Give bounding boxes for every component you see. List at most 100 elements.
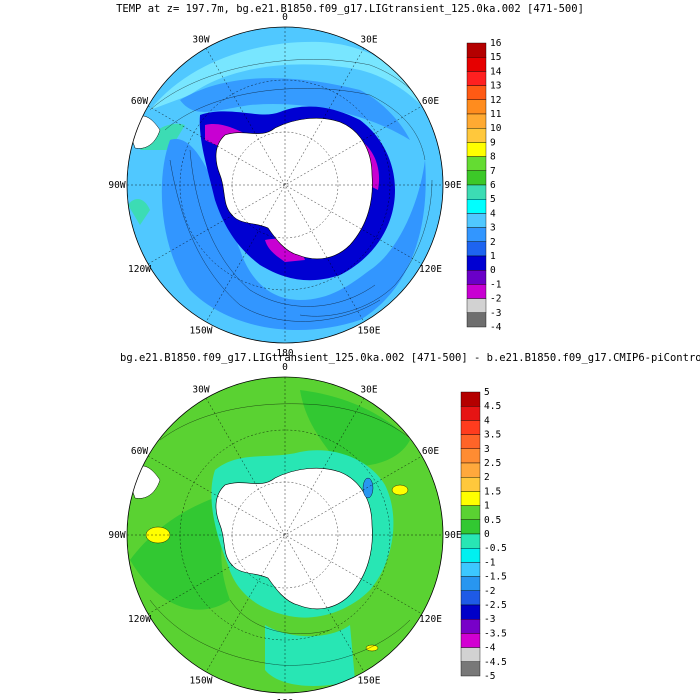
colorbar-tick-label: 3.5 [484, 430, 501, 441]
colorbar-tick-label: 3 [490, 223, 496, 234]
colorbar-swatch [466, 227, 487, 243]
lon-label-30e: 30E [360, 385, 377, 396]
colorbar-tick-label: 2 [490, 237, 496, 248]
colorbar-tick-label: -3 [490, 308, 501, 319]
colorbar-tick-label: -5 [484, 671, 495, 682]
colorbar-tick-label: 1 [484, 501, 490, 512]
colorbar-swatch [460, 505, 481, 521]
colorbar-tick-label: 16 [490, 38, 502, 49]
lon-label-60w: 60W [131, 446, 148, 457]
colorbar-tick-label: 4 [490, 208, 496, 219]
bottom-graticule [127, 377, 443, 693]
colorbar-swatch [466, 127, 487, 143]
colorbar-swatch [460, 448, 481, 464]
colorbar-tick-label: 5 [490, 194, 496, 205]
colorbar-tick-label: -3.5 [484, 628, 507, 639]
lon-label-90w: 90W [108, 180, 125, 191]
colorbar-swatch [460, 391, 481, 407]
colorbar-tick-label: -2 [490, 294, 501, 305]
colorbar-swatch [460, 519, 481, 535]
lon-label-120w: 120W [128, 264, 151, 275]
lon-label-150w: 150W [190, 676, 213, 687]
top-cool-region [161, 139, 426, 330]
colorbar-swatch [466, 270, 487, 285]
colorbar-tick-label: 8 [490, 152, 496, 163]
colorbar-swatch [466, 57, 487, 72]
colorbar-swatch [460, 420, 481, 435]
colorbar-swatch [466, 184, 487, 200]
colorbar-swatch [466, 42, 487, 58]
colorbar-swatch [460, 576, 481, 591]
colorbar-tick-label: 9 [490, 137, 496, 148]
colorbar-tick-label: -1 [484, 557, 496, 568]
colorbar-swatch [460, 633, 481, 648]
colorbar-swatch [460, 604, 481, 620]
colorbar-swatch [466, 213, 487, 228]
colorbar-tick-label: 14 [490, 66, 502, 77]
colorbar-swatch [460, 533, 481, 549]
bottom-warm-patch [145, 526, 171, 544]
lon-label-90e: 90E [444, 530, 461, 541]
lon-label-60w: 60W [131, 96, 148, 107]
bottom-polar-map [126, 376, 444, 694]
colorbar-tick-label: 5 [484, 387, 490, 398]
colorbar-swatch [460, 477, 481, 492]
lon-label-180: 180 [276, 348, 293, 359]
colorbar-swatch [466, 113, 487, 129]
colorbar-swatch [466, 312, 487, 328]
colorbar-tick-label: 1 [490, 251, 496, 262]
lon-label-120w: 120W [128, 614, 151, 625]
colorbar-tick-label: 4 [484, 415, 490, 426]
colorbar-swatch [460, 661, 481, 677]
colorbar-tick-label: -0.5 [484, 543, 507, 554]
colorbar-swatch [466, 298, 487, 314]
colorbar-tick-label: 2 [484, 472, 490, 483]
bottom-map-border [126, 376, 444, 694]
lon-label-120e: 120E [419, 614, 442, 625]
colorbar-swatch [460, 434, 481, 450]
colorbar-tick-label: -4 [484, 643, 496, 654]
top-graticule [127, 27, 443, 343]
bottom-colorbar: 5 4.5 4 3.5 3 2.5 2 1.5 1 0.5 0 -0.5 -1 -1.5 -2 -2.5 -3 -… [460, 387, 507, 682]
colorbar-tick-label: -4 [490, 322, 502, 333]
colorbar-tick-label: -2 [484, 586, 495, 597]
colorbar-swatch [460, 590, 481, 606]
colorbar-tick-label: 0.5 [484, 515, 501, 526]
lon-label-30w: 30W [192, 35, 209, 46]
lon-label-90w: 90W [108, 530, 125, 541]
top-antarctica-land [215, 117, 373, 260]
colorbar-swatch [460, 462, 481, 478]
colorbar-tick-label: 3 [484, 444, 490, 455]
top-map-title: TEMP at z= 197.7m, bg.e21.B1850.f09_g17.… [116, 3, 584, 15]
colorbar-swatch [460, 647, 481, 662]
colorbar-swatch [466, 85, 487, 100]
colorbar-tick-label: -3 [484, 614, 495, 625]
lon-label-90e: 90E [444, 180, 461, 191]
colorbar-swatch [466, 284, 487, 299]
lon-label-0: 0 [282, 12, 288, 23]
colorbar-swatch [466, 156, 487, 172]
lon-label-0: 0 [282, 362, 288, 373]
colorbar-tick-label: 13 [490, 81, 501, 92]
colorbar-swatch [460, 548, 481, 563]
lon-label-150e: 150E [358, 326, 381, 337]
colorbar-swatch [466, 255, 487, 271]
colorbar-tick-label: 4.5 [484, 401, 501, 412]
top-polar-map [126, 26, 444, 344]
colorbar-swatch [460, 619, 481, 634]
colorbar-tick-label: -1 [490, 279, 502, 290]
lon-label-30w: 30W [192, 385, 209, 396]
colorbar-swatch [460, 406, 481, 421]
colorbar-tick-label: 1.5 [484, 486, 501, 497]
lon-label-150e: 150E [358, 676, 381, 687]
lon-label-120e: 120E [419, 264, 442, 275]
colorbar-swatch [460, 562, 481, 577]
colorbar-swatch [466, 71, 487, 86]
top-map-border [126, 26, 444, 344]
colorbar-swatch [466, 142, 487, 157]
lon-label-60e: 60E [422, 96, 439, 107]
colorbar-swatch [466, 99, 487, 115]
lon-label-60e: 60E [422, 446, 439, 457]
